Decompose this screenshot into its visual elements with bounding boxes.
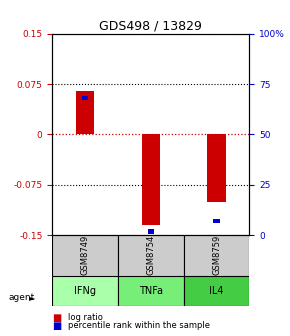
Text: log ratio: log ratio (68, 313, 103, 322)
Bar (82, 96, 88, 100)
Bar (52, 276, 118, 306)
Bar (148, 229, 154, 234)
Bar (207, 134, 226, 202)
Text: GSM8759: GSM8759 (212, 235, 221, 276)
Text: agent: agent (9, 293, 35, 302)
Bar (184, 276, 249, 306)
Bar (213, 219, 220, 223)
Text: TNFa: TNFa (139, 286, 163, 296)
Bar (118, 276, 184, 306)
Bar (76, 91, 94, 134)
Bar (52, 235, 118, 276)
Title: GDS498 / 13829: GDS498 / 13829 (99, 19, 202, 33)
Bar (184, 235, 249, 276)
Text: GSM8749: GSM8749 (81, 235, 90, 276)
Text: GSM8754: GSM8754 (146, 235, 155, 276)
Text: ►: ► (29, 293, 35, 302)
Text: ■: ■ (52, 312, 61, 323)
Text: IFNg: IFNg (74, 286, 96, 296)
Text: percentile rank within the sample: percentile rank within the sample (68, 322, 210, 330)
Text: ■: ■ (52, 321, 61, 331)
Bar (118, 235, 184, 276)
Text: IL4: IL4 (209, 286, 224, 296)
Bar (142, 134, 160, 225)
